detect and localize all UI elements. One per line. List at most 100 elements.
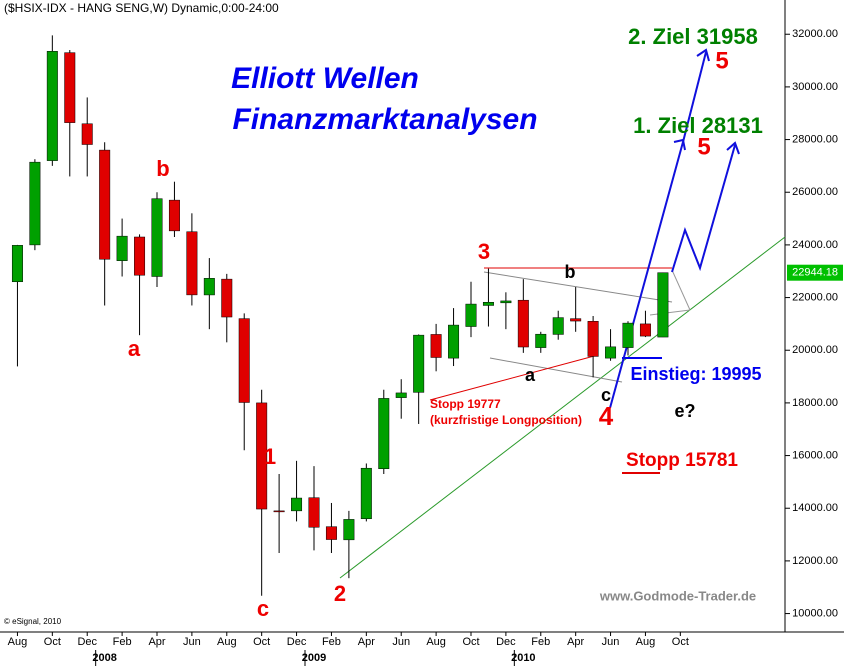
annotation: Stopp 15781 — [626, 450, 738, 471]
x-tick-label: Aug — [636, 636, 656, 648]
candle-body — [535, 333, 547, 348]
x-tick-label: Apr — [358, 636, 375, 648]
annotation: Elliott Wellen — [231, 62, 419, 95]
y-tick-label: 22000.00 — [792, 291, 838, 303]
target-arrow — [609, 141, 684, 409]
candle-body — [186, 231, 198, 296]
x-tick-label: Aug — [8, 636, 28, 648]
trend-line — [339, 236, 786, 579]
y-tick-label: 14000.00 — [792, 502, 838, 514]
channel-line — [489, 357, 623, 383]
x-tick-label: Oct — [253, 636, 270, 648]
annotation: www.Godmode-Trader.de — [599, 588, 756, 603]
candle-body — [482, 302, 494, 306]
candle-body — [81, 123, 93, 145]
annotation: c — [601, 385, 611, 405]
annotation: © eSignal, 2010 — [4, 617, 62, 626]
candle-body — [360, 467, 372, 520]
candle-body — [500, 300, 512, 304]
target-arrow — [682, 51, 707, 143]
candle-body — [203, 278, 215, 296]
x-tick-label: Aug — [217, 636, 237, 648]
x-tick-label: Dec — [496, 636, 516, 648]
y-tick-label: 10000.00 — [792, 607, 838, 619]
candle-body — [11, 245, 23, 283]
candle-body — [238, 318, 250, 403]
candle-body — [605, 346, 617, 359]
annotation: 2 — [334, 581, 346, 606]
candle-body — [587, 321, 599, 357]
x-tick-label: Feb — [531, 636, 550, 648]
annotation: 5 — [715, 47, 728, 74]
candle-body — [657, 272, 669, 338]
candle-body — [46, 51, 58, 161]
x-tick-label: Dec — [77, 636, 97, 648]
candle-body — [221, 278, 233, 318]
candle-body — [639, 323, 651, 337]
target-arrow — [671, 144, 736, 273]
y-tick-label: 28000.00 — [792, 133, 838, 145]
x-tick-label: Dec — [287, 636, 307, 648]
x-tick-label: Oct — [44, 636, 61, 648]
annotation: 1 — [264, 444, 276, 469]
annotation: Einstieg: 19995 — [630, 364, 761, 384]
annotation: Stopp 19777 — [430, 397, 501, 411]
helper-line — [671, 269, 691, 311]
candle-body — [116, 235, 128, 261]
candle-body — [308, 497, 320, 528]
x-tick-label: Apr — [567, 636, 584, 648]
candle-body — [343, 519, 355, 541]
arrow-head — [696, 48, 710, 62]
y-tick-label: 12000.00 — [792, 555, 838, 567]
chart-title: ($HSIX-IDX - HANG SENG,W) Dynamic,0:00-2… — [4, 1, 279, 15]
annotation: e? — [674, 401, 695, 421]
x-tick-label: Jun — [392, 636, 410, 648]
annotation: 2. Ziel 31958 — [628, 24, 758, 49]
y-tick-label: 16000.00 — [792, 449, 838, 461]
annotation: a — [525, 365, 536, 385]
candle-body — [151, 198, 163, 277]
candle-body — [99, 149, 111, 260]
candle-body — [64, 52, 76, 123]
candle-body — [291, 497, 303, 512]
x-tick-label: Oct — [462, 636, 479, 648]
x-tick-label: Apr — [148, 636, 165, 648]
annotation: a — [128, 336, 141, 361]
candle-body — [273, 510, 285, 513]
annotation: b — [565, 262, 576, 282]
candle-body — [430, 334, 442, 358]
y-tick-label: 18000.00 — [792, 397, 838, 409]
candle-body — [29, 161, 41, 246]
annotation: 3 — [478, 239, 490, 264]
candle-body — [395, 392, 407, 398]
candle-body — [570, 318, 582, 322]
annotation: 4 — [599, 401, 614, 431]
x-tick-label: Feb — [322, 636, 341, 648]
year-label: 2010 — [511, 652, 535, 664]
y-tick-label: 30000.00 — [792, 81, 838, 93]
stop-pointer — [429, 354, 599, 401]
y-tick-label: 24000.00 — [792, 239, 838, 251]
annotation: b — [156, 156, 169, 181]
candle-body — [168, 199, 180, 232]
candle-body — [378, 398, 390, 469]
helper-line — [649, 309, 691, 316]
candle-body — [448, 324, 460, 359]
x-tick-label: Feb — [113, 636, 132, 648]
y-tick-label: 20000.00 — [792, 344, 838, 356]
annotation: (kurzfristige Longposition) — [430, 413, 582, 427]
annotation: 1. Ziel 28131 — [633, 113, 763, 138]
annotation: Finanzmarktanalysen — [232, 103, 537, 136]
annotation: 5 — [697, 133, 710, 160]
candle-body — [413, 334, 425, 393]
x-tick-label: Jun — [602, 636, 620, 648]
x-tick-label: Oct — [672, 636, 689, 648]
arrow-head — [726, 141, 740, 155]
y-tick-label: 32000.00 — [792, 28, 838, 40]
candle-body — [134, 236, 146, 276]
year-label: 2008 — [92, 652, 116, 664]
last-price-label: 22944.18 — [792, 267, 838, 279]
candle-body — [552, 317, 564, 335]
